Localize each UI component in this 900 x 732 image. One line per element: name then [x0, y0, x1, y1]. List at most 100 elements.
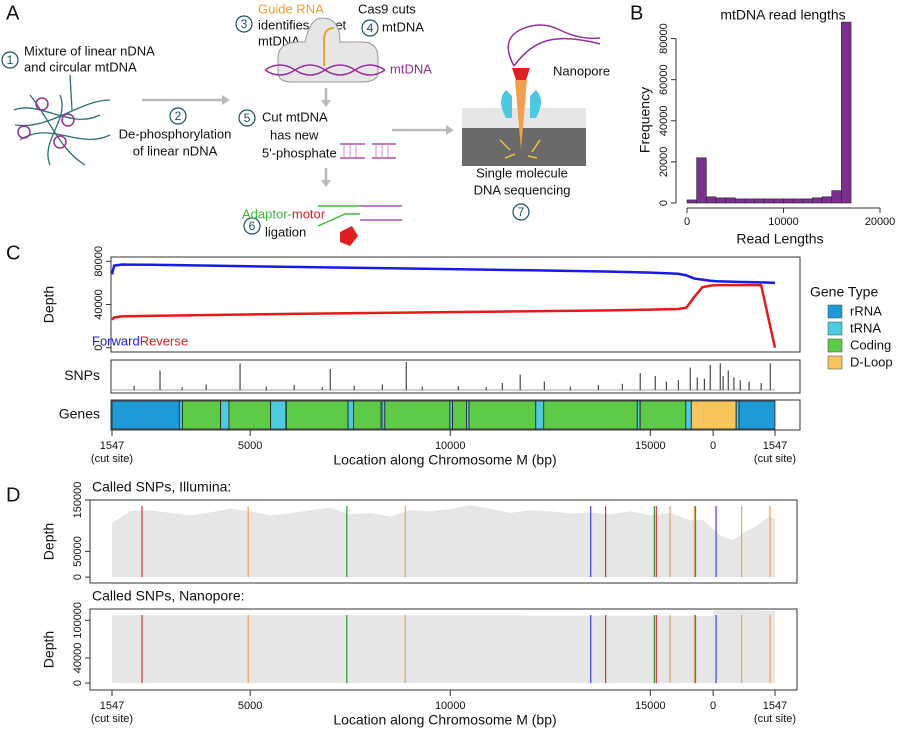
x-axis-title: Read Lengths — [736, 231, 823, 247]
step-text: Cas9 cuts — [358, 1, 416, 16]
y-tick-label: 0 — [72, 680, 84, 686]
step-number: 4 — [367, 21, 374, 35]
panel-label: A — [6, 2, 20, 24]
dna-label: mtDNA — [390, 61, 432, 76]
gene-segment — [381, 400, 386, 430]
step-text: 5'-phosphate — [262, 145, 337, 160]
bar — [802, 198, 813, 204]
y-tick-label: 80000 — [658, 23, 670, 54]
x-tick-label: 15000 — [635, 700, 666, 712]
gene-segment — [685, 400, 692, 430]
x-tick-label: 20000 — [865, 216, 896, 228]
x-annotation: (cut site) — [754, 713, 796, 725]
step-number: 2 — [175, 109, 182, 123]
bar — [841, 21, 852, 204]
x-tick-label: 1547 — [763, 700, 787, 712]
bar — [715, 197, 726, 204]
y-tick-label: 50000 — [72, 536, 84, 567]
step-text: DNA sequencing — [474, 182, 571, 197]
bar — [696, 157, 707, 204]
gene-segment — [178, 400, 183, 430]
legend-swatch — [827, 321, 843, 336]
panel-label: D — [6, 484, 20, 506]
legend-label: rRNA — [850, 303, 882, 318]
gene-segment — [220, 400, 230, 430]
legend-label: D-Loop — [850, 354, 893, 369]
y-tick-label: 60000 — [658, 64, 670, 95]
line-series — [110, 263, 776, 285]
y-axis-title: Depth — [41, 523, 57, 560]
step-text: Adaptor- — [242, 206, 292, 221]
row-label: SNPs — [64, 367, 100, 383]
y-tick-label: 40000 — [93, 289, 105, 320]
legend-swatch — [827, 338, 843, 353]
chart-title: mtDNA read lengths — [720, 7, 845, 23]
step-text: ligation — [265, 224, 306, 239]
depth-area — [112, 610, 775, 684]
gene-segment — [466, 400, 470, 430]
x-annotation: (cut site) — [91, 453, 133, 465]
charts: mtDNA read lengths 0 20000 40000 60000 80000 0… — [41, 7, 896, 728]
bar — [812, 197, 823, 204]
step-text: mtDNA — [382, 19, 424, 34]
step-number: 6 — [249, 219, 256, 233]
gene-segment — [384, 400, 451, 430]
x-tick-label: 10000 — [435, 440, 466, 452]
gene-segment — [353, 400, 382, 430]
panel-label: B — [630, 2, 643, 24]
plot-frame — [89, 608, 798, 691]
x-tick-label: 5000 — [238, 440, 262, 452]
y-tick-label: 80000 — [93, 246, 105, 277]
bar — [754, 198, 765, 204]
gene-segment — [347, 400, 355, 430]
legend-label: Forward — [92, 333, 140, 348]
gene-segment — [535, 400, 545, 430]
y-tick-label: 100000 — [72, 602, 84, 639]
gene-segment — [182, 400, 222, 430]
bar — [763, 198, 775, 204]
x-tick-label: 15000 — [635, 440, 666, 452]
gene-segment — [452, 400, 467, 430]
y-tick-label: 40000 — [658, 105, 670, 136]
bar — [821, 196, 833, 204]
gene-segment — [636, 400, 641, 430]
bar — [792, 198, 804, 204]
x-annotation: (cut site) — [754, 453, 796, 465]
gene-segment — [690, 400, 737, 430]
x-tick-label: 10000 — [768, 216, 799, 228]
y-tick-label: 40000 — [72, 643, 84, 674]
gene-segment — [228, 400, 272, 430]
gene-segment — [270, 400, 287, 430]
x-tick-label: 1547 — [100, 700, 124, 712]
gene-segment — [285, 400, 349, 430]
step-text: and circular mtDNA — [24, 59, 137, 74]
chart-title: Called SNPs, Illumina: — [92, 479, 231, 495]
panel-label: C — [6, 242, 20, 264]
gene-segment — [735, 400, 740, 430]
step-text: Single molecule — [476, 165, 568, 180]
step-text: of linear nDNA — [133, 143, 218, 158]
step-text: motor — [292, 206, 326, 221]
legend-label: tRNA — [850, 320, 881, 335]
step-text: Cut mtDNA — [262, 109, 328, 124]
step-text: has new — [270, 127, 319, 142]
x-tick-label: 5000 — [238, 700, 262, 712]
step-number: 1 — [7, 53, 14, 67]
plot-frame — [89, 499, 798, 584]
bar — [773, 198, 784, 204]
row-label: Genes — [59, 406, 100, 422]
step-text: De-phosphorylation — [119, 126, 232, 141]
y-axis-title: Frequency — [637, 87, 653, 153]
diagram: 1 2 3 4 5 6 7 Mixture of linear nDNA and… — [1, 1, 610, 246]
plot-frame — [110, 256, 801, 353]
x-axis-title: Location along Chromosome M (bp) — [333, 712, 556, 728]
chart-title: Called SNPs, Nanopore: — [92, 588, 245, 604]
y-axis-title: Depth — [41, 286, 57, 323]
x-tick-label: 1547 — [100, 440, 124, 452]
legend-title: Gene Type — [810, 284, 878, 300]
x-annotation: (cut site) — [91, 713, 133, 725]
x-tick-label: 10000 — [435, 700, 466, 712]
legend-swatch — [827, 304, 843, 319]
legend-swatch — [827, 355, 843, 370]
x-tick-label: 0 — [710, 440, 716, 452]
